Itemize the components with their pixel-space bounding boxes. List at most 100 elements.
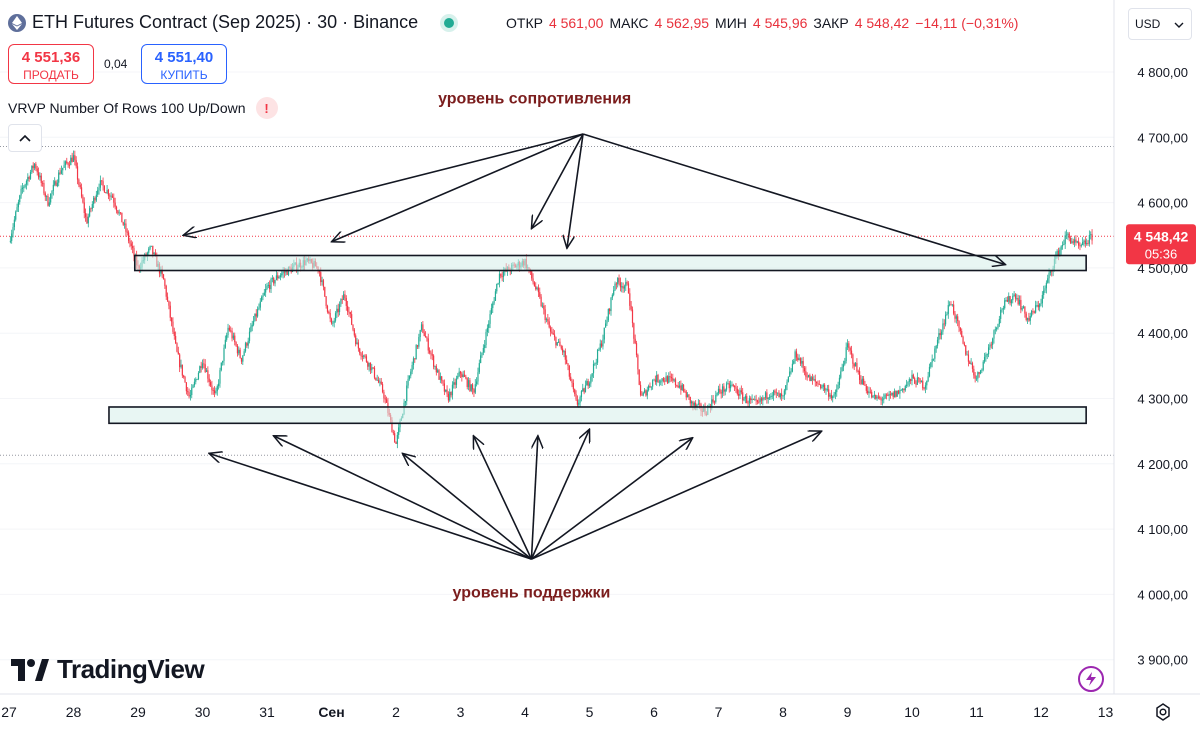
currency-selector[interactable]: USD bbox=[1128, 8, 1192, 40]
candle-up bbox=[834, 392, 837, 395]
candle-up bbox=[333, 320, 335, 323]
candle-down bbox=[740, 390, 742, 393]
candle-up bbox=[54, 181, 56, 185]
candle-up bbox=[62, 167, 64, 171]
candle-up bbox=[48, 202, 50, 206]
ohlc-legend: ОТКР 4 561,00 МАКС 4 562,95 МИН 4 545,96 ЗА… bbox=[506, 15, 1018, 31]
candle-up bbox=[920, 380, 923, 383]
candle-down bbox=[133, 248, 135, 257]
candle-up bbox=[396, 434, 398, 444]
tradingview-logo-icon bbox=[11, 658, 49, 681]
candle-down bbox=[574, 389, 576, 394]
y-tick-label: 3 900,00 bbox=[1137, 653, 1188, 668]
candle-down bbox=[74, 155, 76, 161]
candle-down bbox=[615, 283, 617, 285]
candle-up bbox=[282, 271, 284, 274]
candle-up bbox=[1000, 309, 1002, 319]
candle-up bbox=[13, 219, 15, 228]
candle-up bbox=[603, 327, 605, 340]
indicator-legend[interactable]: VRVP Number Of Rows 100 Up/Down ! bbox=[8, 97, 278, 119]
candle-down bbox=[345, 298, 347, 306]
candle-down bbox=[961, 330, 963, 337]
candle-up bbox=[17, 202, 20, 208]
candle-up bbox=[224, 339, 226, 348]
candle-down bbox=[326, 305, 329, 312]
candle-up bbox=[31, 165, 33, 173]
symbol-header[interactable]: ETH Futures Contract (Sep 2025) · 30 · B… bbox=[8, 12, 455, 33]
candle-down bbox=[1069, 238, 1072, 243]
candle-down bbox=[349, 312, 351, 315]
candle-up bbox=[938, 333, 940, 340]
candle-up bbox=[150, 245, 153, 247]
collapse-legend-button[interactable] bbox=[8, 124, 42, 152]
candle-up bbox=[625, 282, 627, 287]
candle-down bbox=[600, 343, 603, 347]
candle-down bbox=[957, 316, 959, 322]
candle-down bbox=[939, 333, 941, 336]
candle-up bbox=[1040, 303, 1042, 305]
candle-up bbox=[481, 352, 483, 356]
candle-down bbox=[35, 163, 37, 169]
candle-down bbox=[207, 370, 209, 379]
candle-down bbox=[543, 305, 545, 310]
candle-down bbox=[756, 400, 759, 402]
candle-down bbox=[385, 399, 388, 403]
candle-up bbox=[686, 394, 689, 398]
symbol-title[interactable]: ETH Futures Contract (Sep 2025) · 30 · B… bbox=[32, 12, 419, 32]
candle-down bbox=[126, 231, 128, 233]
candle-down bbox=[654, 379, 656, 383]
candle-up bbox=[926, 381, 928, 386]
candle-up bbox=[363, 355, 365, 357]
buy-price: 4 551,40 bbox=[154, 49, 214, 66]
candle-down bbox=[40, 175, 42, 183]
candle-up bbox=[786, 381, 788, 386]
candle-up bbox=[724, 389, 726, 392]
candle-down bbox=[680, 385, 682, 391]
candle-up bbox=[650, 386, 652, 388]
candle-up bbox=[998, 318, 1000, 324]
candle-up bbox=[1080, 245, 1082, 246]
candle-down bbox=[576, 399, 579, 405]
annotation-arrow bbox=[209, 453, 532, 560]
lightning-icon[interactable] bbox=[1078, 666, 1104, 692]
chart-grid bbox=[0, 71, 1115, 661]
buy-button[interactable]: 4 551,40 КУПИТЬ bbox=[141, 44, 227, 84]
candle-down bbox=[117, 210, 119, 214]
candle-down bbox=[105, 192, 107, 194]
candle-up bbox=[900, 389, 902, 391]
indicator-name[interactable]: VRVP Number Of Rows 100 Up/Down bbox=[8, 100, 246, 116]
candle-up bbox=[836, 389, 838, 393]
tradingview-logo: TradingView bbox=[11, 654, 205, 685]
candle-up bbox=[482, 348, 484, 353]
candle-up bbox=[1065, 234, 1068, 236]
candle-up bbox=[1035, 305, 1037, 313]
candle-up bbox=[1059, 249, 1061, 257]
candle-up bbox=[15, 211, 17, 220]
candle-down bbox=[533, 282, 536, 287]
candle-up bbox=[265, 289, 267, 293]
candle-up bbox=[1041, 294, 1043, 304]
candle-up bbox=[907, 381, 909, 385]
candle-down bbox=[954, 313, 956, 319]
candle-up bbox=[979, 370, 982, 374]
candle-up bbox=[470, 384, 472, 391]
candle-up bbox=[368, 362, 370, 367]
candle-down bbox=[818, 384, 820, 386]
gear-icon[interactable] bbox=[1153, 702, 1173, 727]
candle-up bbox=[248, 331, 251, 341]
candle-up bbox=[934, 348, 936, 359]
candle-up bbox=[777, 392, 779, 394]
candle-up bbox=[772, 390, 775, 396]
candle-up bbox=[673, 379, 675, 381]
candle-up bbox=[338, 304, 341, 313]
low-label: МИН bbox=[715, 15, 747, 31]
candle-down bbox=[443, 383, 445, 392]
sell-button[interactable]: 4 551,36 ПРОДАТЬ bbox=[8, 44, 94, 84]
warning-icon[interactable]: ! bbox=[255, 97, 278, 119]
candle-down bbox=[950, 304, 952, 306]
candle-up bbox=[46, 195, 48, 197]
candle-up bbox=[216, 386, 218, 392]
candle-down bbox=[471, 384, 474, 390]
candle-down bbox=[166, 296, 169, 301]
